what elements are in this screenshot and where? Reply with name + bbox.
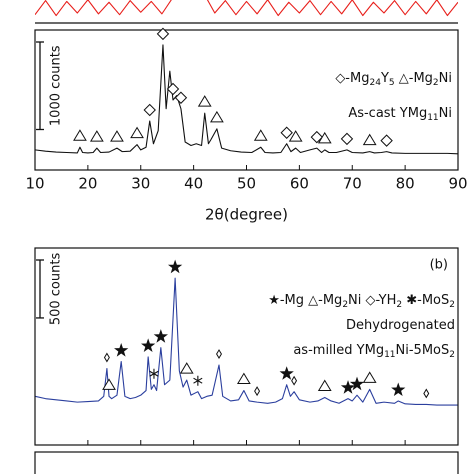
legend-segment: 2	[433, 78, 439, 88]
legend-segment: as-milled YMg	[293, 343, 384, 358]
scale-bar-label: 1000 counts	[49, 45, 64, 126]
peak-marker	[130, 126, 144, 139]
peak-marker	[103, 352, 110, 363]
legend-segment: ✱-MoS	[402, 293, 449, 308]
legend-text: Dehydrogenated	[346, 318, 455, 333]
legend-segment: 24	[369, 78, 381, 88]
peak-marker	[310, 130, 324, 144]
panel	[35, 0, 458, 17]
legend-segment: 2	[449, 300, 455, 310]
panel-frame	[34, 29, 459, 171]
x-tick-label: 70	[343, 175, 362, 193]
x-tick-label: 20	[78, 175, 97, 193]
peak-marker	[110, 130, 124, 142]
peak-marker	[362, 371, 377, 383]
peak-marker	[167, 259, 183, 274]
legend-segment: Y	[380, 71, 389, 86]
peak-marker	[141, 338, 156, 352]
x-tick-label: 60	[290, 175, 309, 193]
peak-marker	[291, 375, 298, 386]
x-tick-label: 80	[396, 175, 415, 193]
peak-marker	[340, 132, 354, 146]
legend-segment: Dehydrogenated	[346, 318, 455, 333]
peak-marker	[391, 382, 406, 397]
panel	[34, 44, 459, 155]
peak-marker	[143, 103, 156, 117]
pattern-line	[35, 0, 458, 17]
peak-marker	[236, 372, 251, 385]
legend-text: ★-Mg △-Mg2Ni ◇-YH2 ✱-MoS2	[268, 293, 455, 310]
legend-segment: Ni-5MoS	[396, 343, 450, 358]
peak-marker	[216, 349, 222, 360]
x-tick-label: 90	[448, 175, 467, 193]
legend-segment: ★-Mg △-Mg	[268, 293, 342, 308]
legend-segment: Ni ◇-YH	[348, 293, 396, 308]
peak-marker	[149, 368, 159, 379]
peak-marker	[380, 134, 393, 147]
legend-segment: 2	[449, 350, 455, 360]
peak-marker	[317, 131, 332, 144]
peak-marker	[253, 129, 268, 141]
peak-marker	[102, 378, 116, 390]
peak-marker	[340, 380, 356, 394]
legend-segment: 11	[427, 113, 438, 123]
legend-segment: 2	[396, 300, 402, 310]
legend-segment: Ni	[439, 106, 452, 121]
legend-segment: 5	[389, 78, 395, 88]
peak-marker	[114, 343, 129, 357]
peak-marker	[179, 362, 194, 374]
peak-marker	[317, 379, 332, 391]
scale-bar-label: 500 counts	[49, 253, 64, 326]
peak-marker	[193, 375, 203, 386]
peak-marker	[349, 376, 365, 391]
peak-marker	[362, 133, 377, 146]
pattern-line	[34, 277, 458, 406]
pattern-line	[34, 44, 459, 155]
legend-text: ◇-Mg24Y5 △-Mg2Ni	[335, 71, 452, 88]
x-tick-label: 10	[25, 175, 44, 193]
peak-marker	[156, 27, 170, 41]
peak-marker	[166, 82, 180, 96]
legend-segment: △-Mg	[395, 71, 433, 86]
peak-marker	[288, 130, 303, 142]
legend-segment: 11	[384, 350, 395, 360]
lower-panel-frame	[34, 451, 459, 474]
panel-label: (b)	[430, 258, 448, 273]
peak-marker	[153, 329, 168, 343]
legend-text: As-cast YMg11Ni	[348, 106, 452, 123]
peak-marker	[197, 95, 212, 107]
peak-marker	[174, 91, 188, 104]
panel	[34, 277, 458, 406]
peak-marker	[210, 110, 224, 123]
x-axis-label: 2θ(degree)	[205, 206, 288, 224]
legend-segment: 2	[342, 300, 348, 310]
peak-marker	[280, 126, 293, 139]
legend-segment: ◇-Mg	[335, 71, 369, 86]
peak-marker	[89, 130, 104, 142]
peak-marker	[254, 386, 261, 397]
peak-marker	[279, 366, 294, 380]
legend-text: as-milled YMg11Ni-5MoS2	[293, 343, 455, 360]
x-tick-label: 30	[131, 175, 150, 193]
x-tick-label: 50	[237, 175, 256, 193]
legend-segment: As-cast YMg	[348, 106, 427, 121]
peak-marker	[73, 129, 87, 141]
peak-marker	[423, 388, 430, 399]
x-tick-label: 40	[184, 175, 203, 193]
legend-segment: Ni	[439, 71, 452, 86]
